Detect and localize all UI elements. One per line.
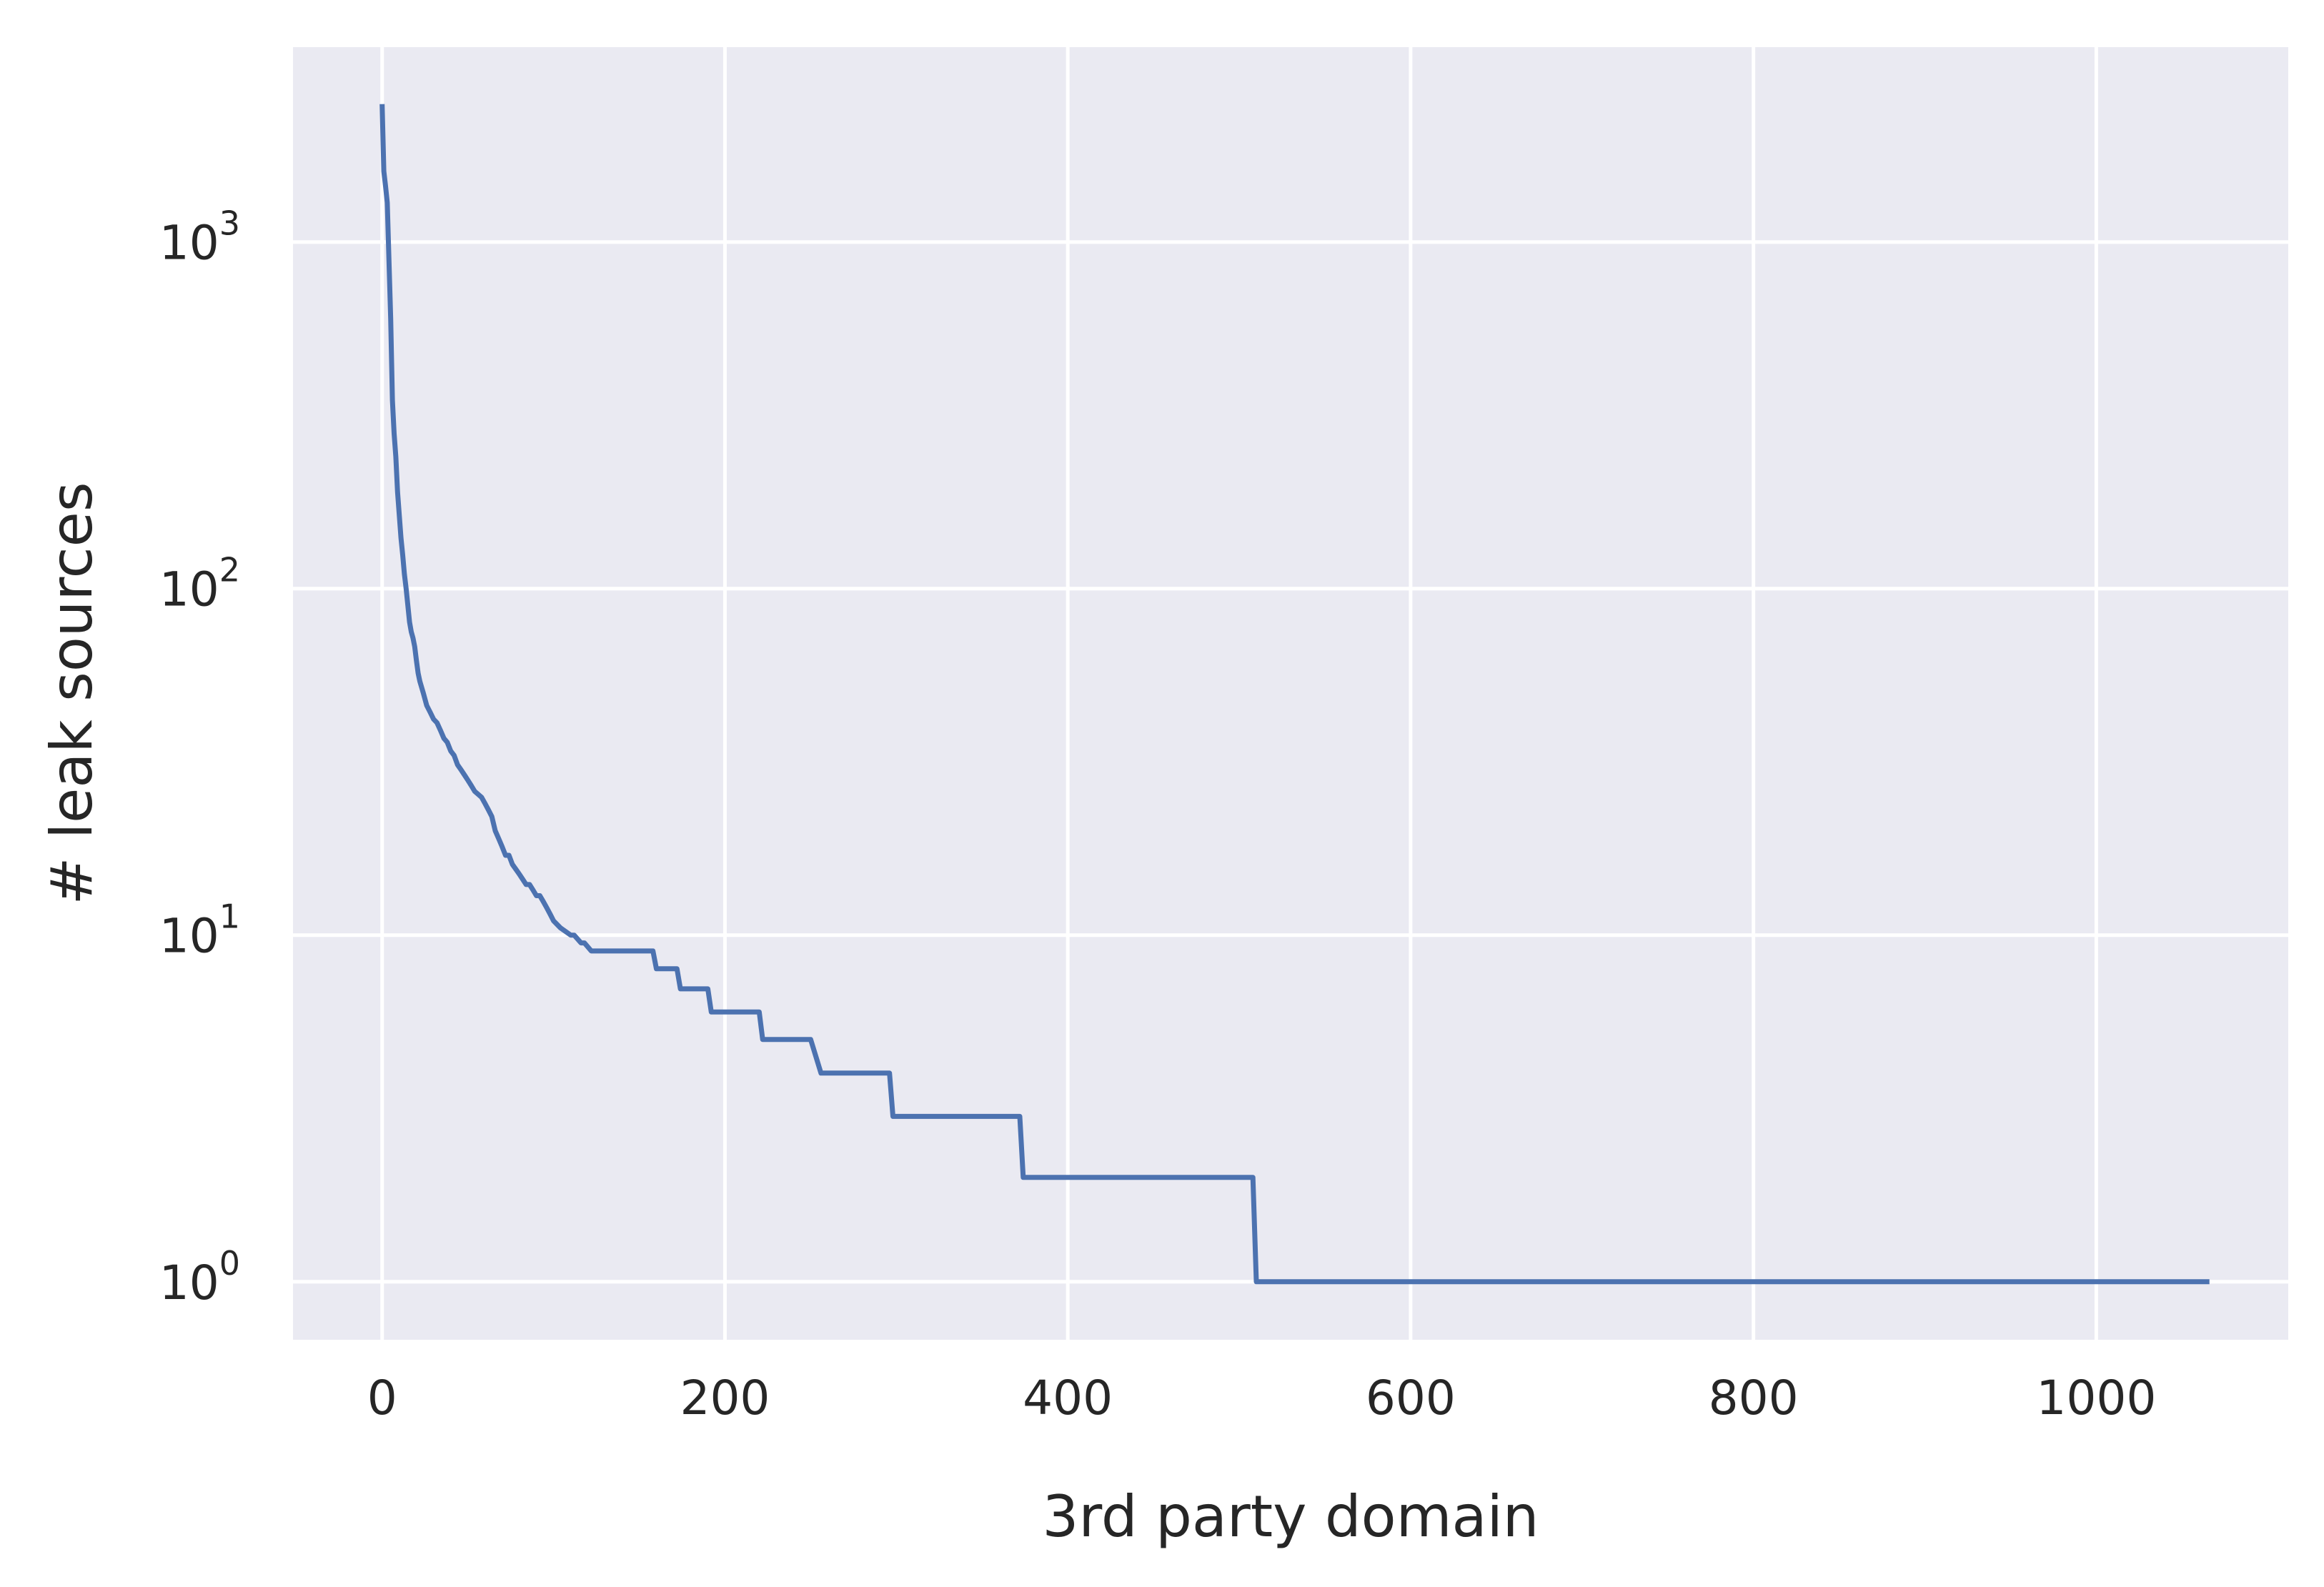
x-tick-label: 0 [367,1370,397,1426]
y-tick-label: 100 [159,1244,240,1310]
x-tick-label: 400 [1023,1370,1113,1426]
x-axis-ticks: 0 200 400 600 800 1000 [367,1370,2157,1426]
x-tick-label: 200 [680,1370,770,1426]
x-tick-label: 600 [1366,1370,1456,1426]
y-tick-label: 103 [159,204,240,271]
y-tick-label: 102 [159,551,240,617]
x-tick-label: 800 [1709,1370,1799,1426]
series-layer [379,104,2210,1285]
x-axis-label: 3rd party domain [1042,1483,1539,1550]
plot-area [293,47,2288,1340]
x-tick-label: 1000 [2036,1370,2156,1426]
y-axis-ticks: 100 101 102 103 [159,204,240,1310]
y-tick-label: 101 [159,897,240,964]
y-axis-label: # leak sources [39,482,105,905]
series-line [379,104,2210,1285]
